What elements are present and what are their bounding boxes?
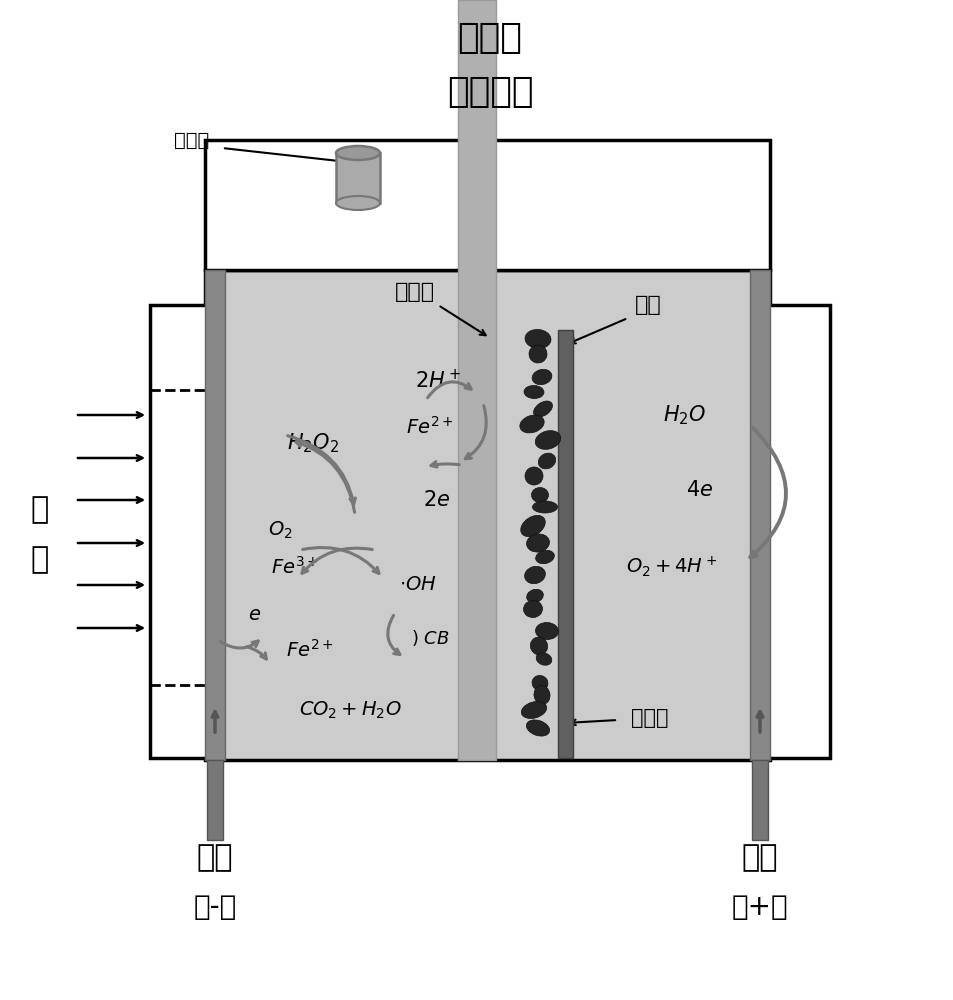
Ellipse shape	[535, 431, 560, 449]
Ellipse shape	[529, 345, 546, 363]
Ellipse shape	[520, 702, 546, 718]
Text: 空: 空	[30, 546, 49, 574]
Bar	[767, 305, 829, 758]
Ellipse shape	[520, 515, 545, 537]
Ellipse shape	[526, 534, 549, 552]
Text: $Fe^{2+}$: $Fe^{2+}$	[286, 639, 334, 661]
Text: $CO_2+H_2O$: $CO_2+H_2O$	[298, 699, 401, 721]
Text: $Fe^{2+}$: $Fe^{2+}$	[406, 416, 454, 438]
Ellipse shape	[526, 589, 543, 603]
Text: 磁块: 磁块	[634, 295, 660, 315]
Ellipse shape	[530, 637, 547, 655]
Bar	[207, 760, 223, 840]
Text: 气: 气	[30, 495, 49, 524]
Bar	[150, 305, 210, 758]
Ellipse shape	[335, 146, 379, 160]
Text: $H_2O$: $H_2O$	[662, 403, 706, 427]
Ellipse shape	[524, 329, 551, 349]
Text: 零价铁: 零价铁	[457, 21, 522, 55]
Ellipse shape	[335, 196, 379, 210]
Ellipse shape	[533, 401, 552, 417]
Bar	[558, 330, 573, 758]
Ellipse shape	[523, 600, 542, 618]
Text: $)\ CB$: $)\ CB$	[410, 628, 449, 648]
Text: $Fe^{3+}$: $Fe^{3+}$	[271, 556, 318, 578]
Ellipse shape	[532, 369, 551, 385]
Ellipse shape	[536, 653, 551, 665]
Bar	[205, 270, 769, 760]
Ellipse shape	[531, 487, 548, 503]
Bar	[751, 760, 767, 840]
Bar	[749, 270, 769, 760]
Ellipse shape	[523, 385, 543, 399]
Text: 感应电解: 感应电解	[446, 75, 533, 109]
Text: 阴极: 阴极	[196, 844, 233, 872]
Ellipse shape	[519, 415, 543, 433]
Text: （-）: （-）	[193, 893, 236, 921]
Bar	[335, 153, 379, 203]
Text: $2H^+$: $2H^+$	[415, 368, 460, 392]
Ellipse shape	[535, 550, 554, 564]
Text: $4e$: $4e$	[685, 480, 713, 500]
Bar	[205, 270, 225, 760]
Ellipse shape	[526, 720, 549, 736]
Text: 石墨板: 石墨板	[631, 708, 668, 728]
Text: 阳极: 阳极	[741, 844, 778, 872]
Ellipse shape	[535, 622, 558, 640]
Ellipse shape	[524, 566, 545, 584]
Text: $e$: $e$	[248, 604, 261, 624]
Text: （+）: （+）	[731, 893, 787, 921]
Ellipse shape	[532, 501, 557, 513]
Text: 零价铁: 零价铁	[395, 282, 435, 302]
Text: $O_2+4H^+$: $O_2+4H^+$	[625, 555, 717, 579]
Text: $O_2$: $O_2$	[268, 519, 292, 541]
Ellipse shape	[524, 467, 542, 485]
Text: 取样口: 取样口	[174, 130, 210, 149]
Ellipse shape	[537, 453, 555, 469]
Text: $\cdot OH$: $\cdot OH$	[398, 576, 436, 594]
Ellipse shape	[532, 675, 547, 691]
Bar	[205, 140, 769, 270]
Bar	[457, 0, 496, 760]
Ellipse shape	[534, 686, 550, 704]
Text: $H_2O_2$: $H_2O_2$	[287, 431, 338, 455]
Text: $2e$: $2e$	[423, 490, 450, 510]
